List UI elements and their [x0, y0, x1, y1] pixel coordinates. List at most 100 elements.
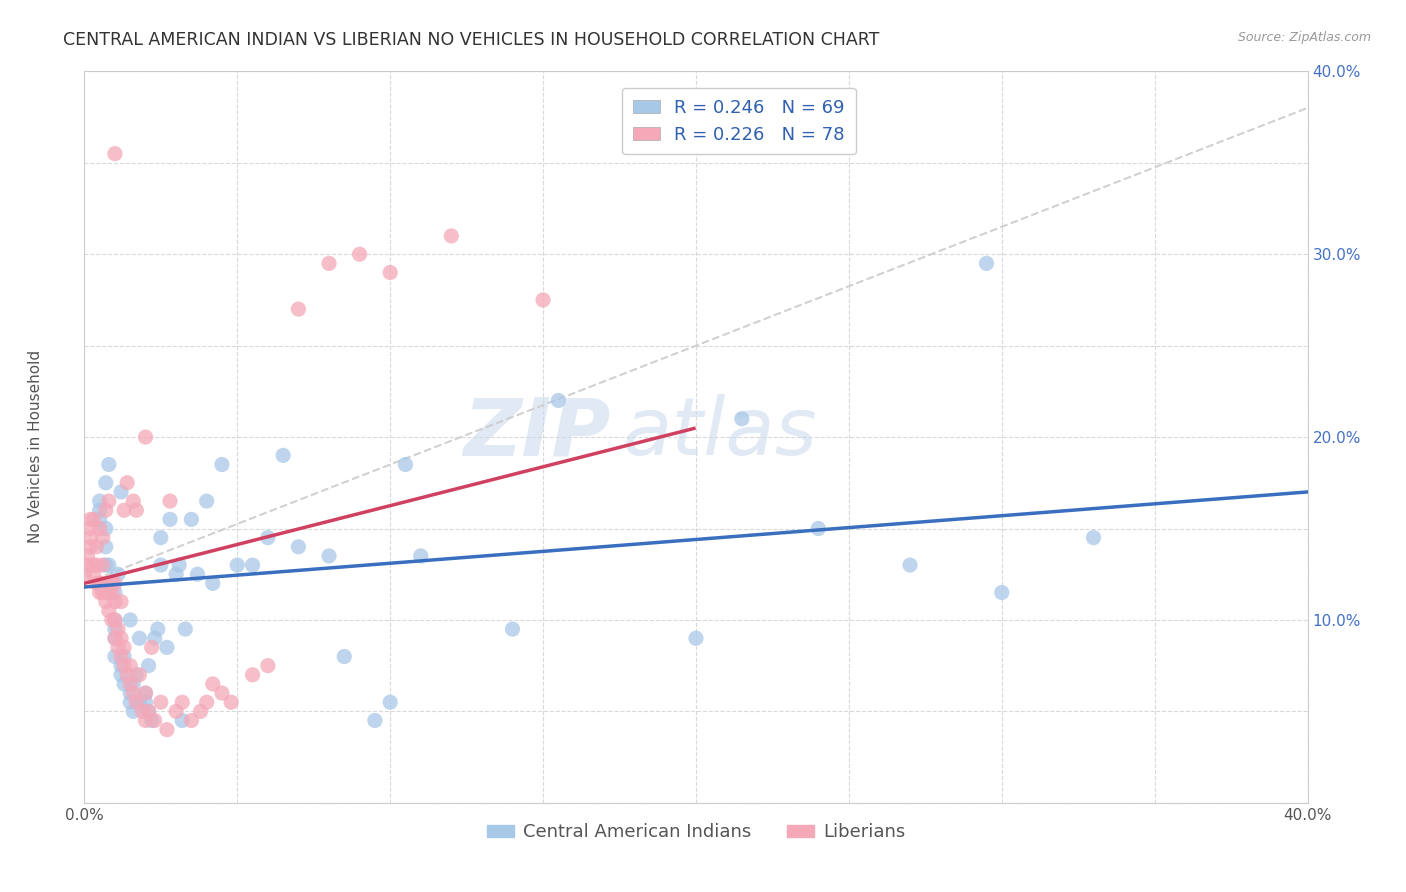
Point	[685, 632, 707, 646]
Point	[94, 594, 117, 608]
Point	[107, 640, 129, 655]
Point	[110, 594, 132, 608]
Point	[91, 531, 114, 545]
Point	[110, 658, 132, 673]
Point	[104, 649, 127, 664]
Point	[135, 430, 157, 444]
Point	[89, 585, 111, 599]
Point	[242, 667, 264, 681]
Point	[201, 576, 224, 591]
Point	[104, 613, 127, 627]
Point	[120, 658, 142, 673]
Point	[91, 585, 114, 599]
Point	[364, 714, 387, 728]
Point	[125, 695, 148, 709]
Point	[349, 247, 371, 261]
Point	[138, 658, 160, 673]
Point	[135, 714, 157, 728]
Point	[112, 658, 135, 673]
Point	[104, 585, 127, 599]
Point	[898, 558, 921, 573]
Point	[122, 677, 145, 691]
Point	[86, 540, 108, 554]
Point	[318, 549, 340, 563]
Point	[101, 576, 124, 591]
Point	[104, 146, 127, 161]
Point	[318, 256, 340, 270]
Point	[89, 512, 111, 526]
Point	[211, 686, 233, 700]
Point	[79, 531, 101, 545]
Point	[167, 558, 190, 573]
Point	[380, 695, 402, 709]
Point	[165, 567, 187, 582]
Point	[165, 705, 187, 719]
Point	[97, 458, 120, 472]
Point	[531, 293, 554, 307]
Point	[104, 594, 127, 608]
Point	[257, 531, 280, 545]
Point	[94, 475, 117, 490]
Point	[122, 494, 145, 508]
Point	[125, 503, 148, 517]
Point	[135, 695, 157, 709]
Point	[104, 632, 127, 646]
Text: Source: ZipAtlas.com: Source: ZipAtlas.com	[1237, 31, 1371, 45]
Point	[257, 658, 280, 673]
Point	[110, 667, 132, 681]
Point	[112, 649, 135, 664]
Point	[138, 705, 160, 719]
Point	[141, 714, 163, 728]
Point	[333, 649, 356, 664]
Point	[131, 705, 153, 719]
Legend: Central American Indians, Liberians: Central American Indians, Liberians	[479, 816, 912, 848]
Point	[287, 540, 309, 554]
Text: atlas: atlas	[623, 394, 817, 473]
Point	[97, 576, 120, 591]
Text: ZIP: ZIP	[463, 394, 610, 473]
Point	[219, 695, 242, 709]
Point	[83, 558, 105, 573]
Point	[122, 705, 145, 719]
Point	[104, 622, 127, 636]
Point	[91, 558, 114, 573]
Point	[97, 494, 120, 508]
Point	[120, 613, 142, 627]
Text: No Vehicles in Household: No Vehicles in Household	[28, 350, 42, 542]
Point	[110, 632, 132, 646]
Point	[110, 649, 132, 664]
Point	[195, 494, 218, 508]
Point	[91, 576, 114, 591]
Point	[97, 558, 120, 573]
Point	[180, 714, 202, 728]
Point	[125, 667, 148, 681]
Point	[89, 576, 111, 591]
Point	[976, 256, 998, 270]
Point	[112, 677, 135, 691]
Point	[135, 686, 157, 700]
Point	[128, 695, 150, 709]
Point	[83, 512, 105, 526]
Point	[195, 695, 218, 709]
Point	[89, 494, 111, 508]
Point	[190, 705, 212, 719]
Point	[146, 622, 169, 636]
Point	[128, 632, 150, 646]
Point	[79, 521, 101, 535]
Point	[440, 229, 463, 244]
Point	[143, 632, 166, 646]
Point	[94, 540, 117, 554]
Point	[172, 695, 194, 709]
Point	[104, 632, 127, 646]
Point	[242, 558, 264, 573]
Point	[149, 531, 172, 545]
Point	[101, 585, 124, 599]
Point	[394, 458, 416, 472]
Point	[380, 266, 402, 280]
Point	[122, 686, 145, 700]
Point	[226, 558, 249, 573]
Point	[89, 503, 111, 517]
Point	[107, 622, 129, 636]
Point	[97, 576, 120, 591]
Point	[83, 567, 105, 582]
